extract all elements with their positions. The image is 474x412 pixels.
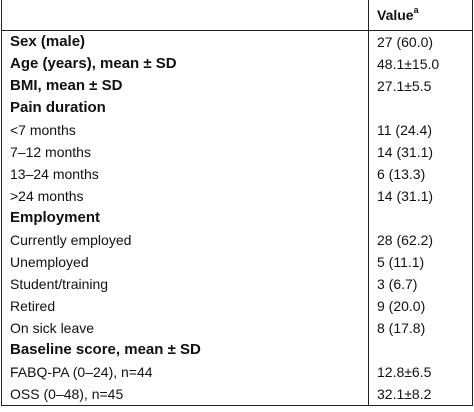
row-value: 27 (60.0) xyxy=(368,30,473,53)
row-value: 48.1±15.0 xyxy=(368,53,473,75)
table-row: Age (years), mean ± SD 48.1±15.0 xyxy=(2,53,473,75)
row-label: Unemployed xyxy=(10,254,89,270)
section-heading: Pain duration xyxy=(10,99,106,116)
row-value: 14 (31.1) xyxy=(368,185,473,207)
row-value xyxy=(368,339,473,361)
table-row: 13–24 months 6 (13.3) xyxy=(2,163,473,185)
section-heading-row: Employment xyxy=(2,207,473,229)
header-row: Valuea xyxy=(1,0,473,31)
row-label: Currently employed xyxy=(10,232,132,248)
table-row: Retired 9 (20.0) xyxy=(2,295,473,317)
header-value: Valuea xyxy=(368,0,473,31)
table-body: Sex (male) 27 (60.0) Age (years), mean ± … xyxy=(2,30,473,406)
row-value xyxy=(368,207,473,229)
row-value: 32.1±8.2 xyxy=(368,383,473,406)
row-value: 14 (31.1) xyxy=(368,141,473,163)
row-value: 11 (24.4) xyxy=(368,119,473,141)
table-row: 7–12 months 14 (31.1) xyxy=(2,141,473,163)
header-value-footnote-marker: a xyxy=(413,5,419,16)
table-row: Unemployed 5 (11.1) xyxy=(2,251,473,273)
row-label: OSS (0–48), n=45 xyxy=(10,386,124,402)
row-label: 13–24 months xyxy=(10,166,99,182)
row-label: >24 months xyxy=(10,188,84,204)
table-row: Currently employed 28 (62.2) xyxy=(2,229,473,251)
row-label: 7–12 months xyxy=(10,144,91,160)
table-row: OSS (0–48), n=45 32.1±8.2 xyxy=(2,383,473,406)
table-row: FABQ-PA (0–24), n=44 12.8±6.5 xyxy=(2,361,473,383)
section-heading: Baseline score, mean ± SD xyxy=(10,341,201,358)
section-heading: Employment xyxy=(10,209,101,226)
header-value-label: Value xyxy=(377,7,414,23)
table-row: <7 months 11 (24.4) xyxy=(2,119,473,141)
row-label: Age (years), mean ± SD xyxy=(10,55,177,72)
row-value: 12.8±6.5 xyxy=(368,361,473,383)
row-value: 28 (62.2) xyxy=(368,229,473,251)
row-label: On sick leave xyxy=(10,320,95,336)
table-row: >24 months 14 (31.1) xyxy=(2,185,473,207)
row-label: Retired xyxy=(10,298,56,314)
table-row: Student/training 3 (6.7) xyxy=(2,273,473,295)
section-heading-row: Baseline score, mean ± SD xyxy=(2,339,473,361)
row-label: Sex (male) xyxy=(10,33,86,50)
table-row: Sex (male) 27 (60.0) xyxy=(2,30,473,53)
table-row: On sick leave 8 (17.8) xyxy=(2,317,473,339)
row-value: 6 (13.3) xyxy=(368,163,473,185)
row-value: 3 (6.7) xyxy=(368,273,473,295)
table-row: BMI, mean ± SD 27.1±5.5 xyxy=(2,75,473,97)
row-value: 9 (20.0) xyxy=(368,295,473,317)
row-label: Student/training xyxy=(10,276,109,292)
table-header: Valuea xyxy=(1,0,473,31)
row-value: 8 (17.8) xyxy=(368,317,473,339)
row-value: 27.1±5.5 xyxy=(368,75,473,97)
row-label: <7 months xyxy=(10,122,76,138)
row-label: BMI, mean ± SD xyxy=(10,77,123,94)
header-characteristic xyxy=(1,0,369,31)
row-label: FABQ-PA (0–24), n=44 xyxy=(10,364,153,380)
row-value xyxy=(368,97,473,119)
row-value: 5 (11.1) xyxy=(368,251,473,273)
section-heading-row: Pain duration xyxy=(2,97,473,119)
